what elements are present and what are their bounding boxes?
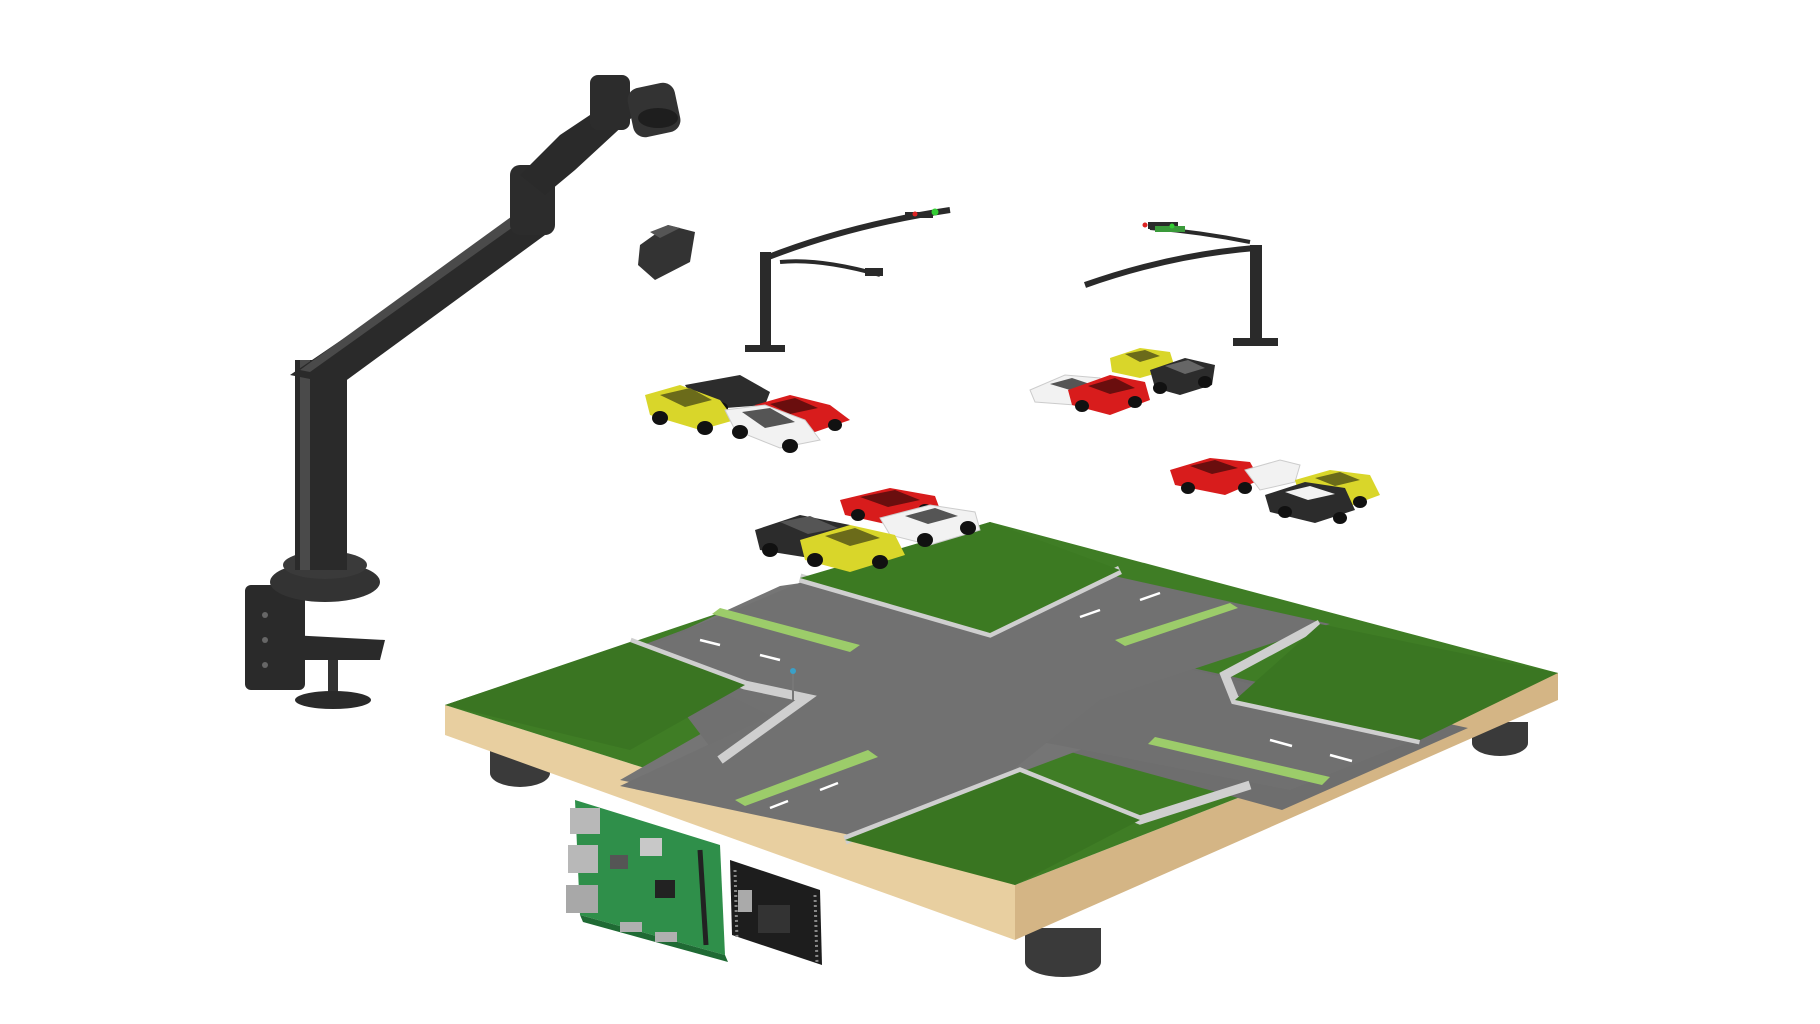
camera-head (627, 82, 681, 138)
grass-corner (800, 522, 1120, 633)
arm-lower-segment (290, 215, 545, 385)
arm-clamp (245, 585, 305, 690)
wifi-module (610, 855, 628, 869)
signal-light-red (912, 211, 918, 217)
hdmi-port (620, 922, 642, 932)
clamp-screw (328, 660, 338, 696)
car-white (879, 504, 981, 547)
car-group-right-bottom (1170, 458, 1380, 524)
car-white (1244, 459, 1301, 491)
car-group-front (755, 488, 981, 572)
signal-light-green (1169, 223, 1175, 229)
road-board (445, 522, 1558, 977)
pedestrian-sign-head (790, 668, 796, 674)
gpio-header (697, 849, 709, 946)
arm-clamp-jaw (290, 635, 385, 660)
car-white (724, 404, 821, 453)
car-red (1068, 375, 1150, 415)
median (1148, 737, 1330, 785)
arm-lower-highlight (300, 214, 520, 372)
signal-light-green (931, 208, 939, 216)
pin-header (733, 869, 739, 941)
median (735, 750, 878, 806)
grass-corner (845, 772, 1140, 885)
car-black (1150, 358, 1215, 395)
traffic-gantry-left (745, 207, 951, 352)
car-yellow (800, 525, 905, 572)
raspberry-pi-board (566, 800, 728, 962)
ram-chip (655, 880, 675, 898)
grass-corner (1235, 624, 1558, 740)
lane-marks (699, 591, 1353, 810)
usb-port (570, 808, 600, 834)
median (1115, 603, 1238, 646)
board-foot (1025, 928, 1101, 962)
clamp-bolt (262, 637, 268, 643)
car-yellow (645, 385, 735, 435)
usb-connector (738, 890, 752, 912)
hdmi-port (655, 932, 677, 942)
car-black (1265, 482, 1355, 524)
median (712, 608, 860, 652)
usb-port (568, 845, 598, 873)
clamp-bolt (262, 612, 268, 618)
soc-chip (640, 838, 662, 856)
arm-wrist (590, 75, 630, 130)
arm-post-highlight (300, 360, 310, 570)
pin-header (813, 894, 819, 964)
ethernet-port (566, 885, 598, 913)
board-wood-edge-left (445, 705, 1015, 940)
clamp-pad (295, 691, 371, 709)
car-red (1170, 458, 1260, 495)
mcu-chip (758, 905, 790, 933)
clamp-bolt (262, 662, 268, 668)
road-main-2 (620, 555, 1330, 835)
monitor-arm (245, 75, 681, 709)
signal-light-red (1142, 222, 1148, 228)
microcontroller-board (730, 860, 822, 965)
car-group-right-top (1029, 348, 1215, 415)
grass-corner (445, 642, 745, 750)
spare-camera (638, 225, 695, 280)
traffic-gantry-right (1084, 222, 1278, 346)
car-group-left (645, 375, 850, 453)
